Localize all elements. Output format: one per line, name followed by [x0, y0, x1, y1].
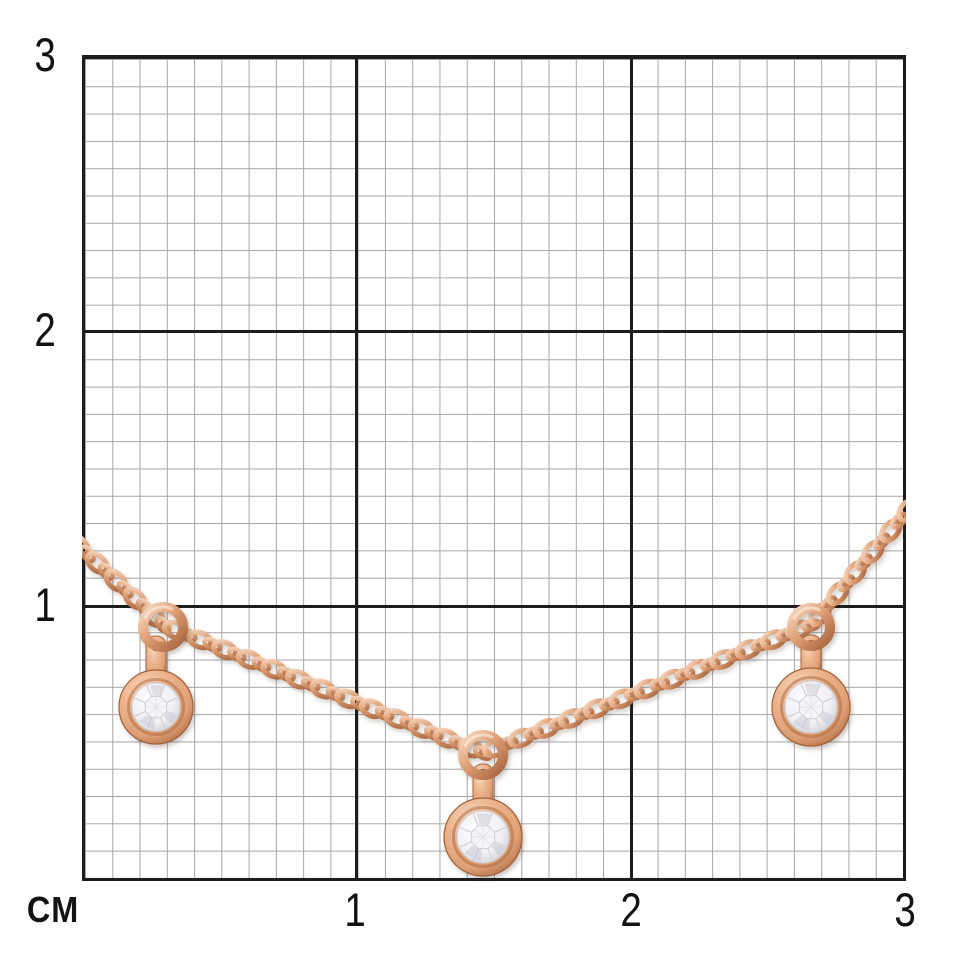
major-gridline-vertical-2cm — [630, 59, 633, 878]
pendant-center — [443, 730, 523, 877]
major-gridline-vertical-1cm — [355, 59, 358, 878]
y-axis-label-3cm: 3 — [34, 28, 56, 81]
measuring-grid-paper — [82, 55, 906, 881]
x-axis-label-3cm: 3 — [894, 883, 916, 936]
chain — [82, 497, 906, 761]
y-axis-label-2cm: 2 — [34, 303, 56, 356]
pendant-left — [118, 602, 194, 745]
major-gridline-horizontal-2cm — [85, 330, 903, 333]
major-gridline-horizontal-1cm — [85, 605, 903, 608]
x-axis-label-1cm: 1 — [344, 883, 366, 936]
pendant-right — [771, 603, 851, 747]
y-axis-label-1cm: 1 — [34, 578, 56, 631]
x-axis-label-2cm: 2 — [620, 883, 642, 936]
unit-label-cm: CM — [26, 889, 80, 930]
